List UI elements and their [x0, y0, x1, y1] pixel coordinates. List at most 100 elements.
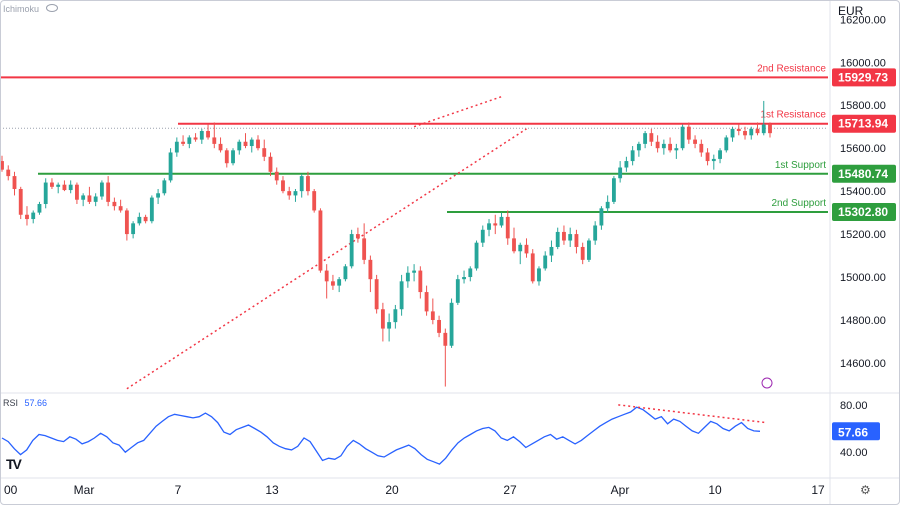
- candle-body: [93, 196, 98, 202]
- price-tick-label: 15200.00: [840, 229, 886, 241]
- candle: [168, 148, 173, 183]
- rsi-value-label: 57.66: [838, 425, 868, 439]
- candle-body: [430, 311, 435, 320]
- candle-body: [362, 238, 367, 260]
- candle: [75, 182, 79, 205]
- candle: [206, 124, 210, 140]
- candle: [555, 227, 560, 250]
- candle-body: [693, 139, 697, 144]
- candle: [630, 146, 635, 166]
- candle: [374, 274, 379, 314]
- candle-body: [493, 223, 498, 226]
- candle-body: [181, 141, 185, 144]
- candle-body: [231, 150, 235, 164]
- candle-body: [50, 182, 54, 187]
- candle: [50, 178, 54, 189]
- candle-body: [25, 214, 29, 220]
- candle: [580, 242, 585, 265]
- candle-body: [31, 212, 36, 220]
- candle-body: [380, 309, 385, 329]
- candle: [462, 270, 466, 284]
- currency-label[interactable]: EUR: [838, 4, 864, 18]
- candle-body: [749, 128, 754, 136]
- candle: [661, 139, 666, 155]
- candle: [443, 328, 448, 387]
- candle-body: [630, 150, 635, 162]
- candle: [599, 206, 604, 230]
- candle-body: [768, 124, 772, 134]
- candle: [199, 128, 204, 144]
- indicator-legend-rsi[interactable]: RSI 57.66: [3, 398, 47, 408]
- candle: [412, 264, 417, 282]
- gear-icon[interactable]: ⚙: [860, 483, 871, 497]
- candle: [43, 178, 48, 209]
- candle: [56, 182, 61, 194]
- candle-body: [480, 229, 485, 243]
- candle-body: [468, 268, 473, 278]
- rsi-tick-label: 80.00: [840, 400, 868, 412]
- candle-body: [224, 150, 229, 164]
- candle-body: [87, 195, 92, 202]
- candle: [605, 195, 610, 213]
- candle-body: [761, 124, 766, 134]
- candle-body: [312, 191, 317, 211]
- candle: [405, 266, 410, 288]
- candle-body: [549, 246, 554, 256]
- candle-body: [331, 281, 335, 286]
- candle-body: [299, 176, 304, 192]
- candle-body: [281, 180, 285, 192]
- candle: [593, 221, 598, 245]
- indicator-name: Ichimoku: [3, 4, 40, 14]
- candle-body: [724, 137, 729, 151]
- candle: [268, 152, 273, 177]
- candle-body: [530, 253, 535, 282]
- candle-body: [162, 180, 167, 194]
- candle: [118, 199, 123, 213]
- candle: [624, 156, 629, 172]
- eye-crossed-icon[interactable]: [45, 4, 58, 12]
- candle: [0, 155, 4, 172]
- candle: [699, 139, 704, 157]
- candle: [131, 221, 136, 239]
- candle-body: [374, 279, 379, 310]
- candle-body: [686, 126, 691, 140]
- candle-body: [337, 279, 342, 286]
- candle-body: [174, 141, 179, 153]
- candle-body: [137, 216, 142, 224]
- candle-body: [711, 158, 716, 162]
- candle-body: [462, 277, 466, 280]
- candle-body: [243, 141, 248, 147]
- time-tick-label: 20: [385, 483, 399, 497]
- rsi-trend-line: [618, 404, 767, 424]
- candle-body: [124, 210, 129, 235]
- candle-body: [387, 322, 392, 329]
- candle-body: [318, 210, 323, 271]
- level-price-badge: [832, 203, 896, 222]
- candle-body: [487, 223, 491, 230]
- indicator-legend-ichimoku[interactable]: Ichimoku: [3, 4, 58, 14]
- candle-body: [168, 152, 173, 181]
- candle-body: [562, 231, 566, 241]
- candle-body: [674, 148, 679, 151]
- candle-body: [274, 171, 279, 181]
- candle: [293, 188, 298, 202]
- price-tick-label: 15000.00: [840, 272, 886, 284]
- candle-body: [99, 182, 104, 197]
- candle: [62, 180, 67, 192]
- price-axis: 16200.00 16000.00 15800.00 15600.00 15400.00…: [840, 14, 886, 370]
- price-tick-label: 16000.00: [840, 57, 886, 69]
- candle-body: [262, 148, 267, 157]
- candle: [649, 128, 654, 147]
- candle: [187, 135, 192, 149]
- candle: [736, 124, 741, 136]
- candle-body: [705, 152, 710, 162]
- candle: [212, 122, 217, 149]
- candle: [343, 264, 348, 282]
- level-price-label: 15713.94: [838, 117, 888, 131]
- candle-body: [636, 143, 641, 151]
- candle: [674, 143, 679, 159]
- rsi-line: [1, 406, 761, 465]
- candle: [693, 135, 697, 149]
